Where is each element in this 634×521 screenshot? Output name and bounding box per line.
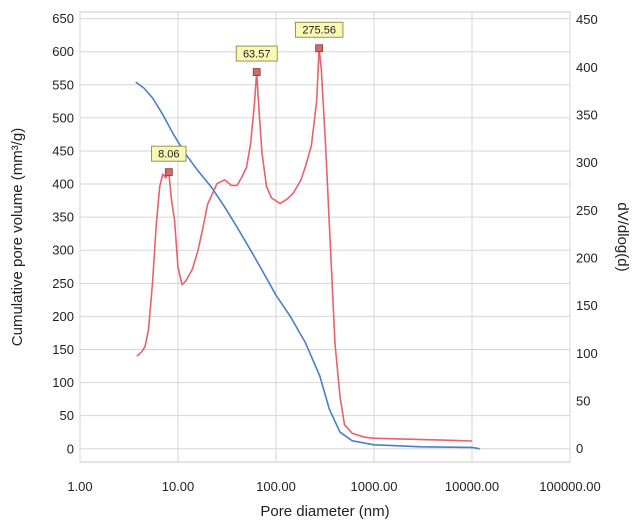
y-left-tick-label: 650 [52, 11, 74, 26]
peak-marker [315, 44, 324, 53]
y-left-tick-label: 250 [52, 276, 74, 291]
y-right-tick-label: 0 [576, 441, 583, 456]
y-left-tick-label: 100 [52, 375, 74, 390]
peak-marker [252, 68, 261, 76]
peak-annotations: 8.06 63.57 275.56 [151, 21, 344, 177]
series-group [135, 47, 480, 450]
y-right-tick-label: 300 [576, 155, 598, 170]
x-tick-label: 100.00 [256, 479, 296, 494]
peak-label: 63.57 [243, 49, 271, 61]
grid [79, 12, 571, 462]
y-left-tick-label: 200 [52, 309, 74, 324]
y-axis-right-ticks: 0 50 100 150 200 250 300 350 400 450 [576, 12, 598, 456]
x-axis-title: Pore diameter (nm) [260, 503, 389, 520]
y-right-tick-label: 100 [576, 346, 598, 361]
y-left-tick-label: 400 [52, 177, 74, 192]
x-tick-label: 1.00 [67, 479, 92, 494]
peak-label-box [294, 21, 344, 38]
series-line-right [136, 47, 473, 442]
y-left-tick-label: 550 [52, 77, 74, 92]
peak-marker [164, 168, 173, 177]
series-line-left [135, 81, 480, 450]
y-left-tick-label: 450 [52, 143, 74, 158]
y-right-tick-label: 350 [576, 107, 598, 122]
y-left-tick-label: 50 [60, 408, 74, 423]
y-right-tick-label: 200 [576, 250, 598, 265]
y-axis-left-ticks: 0 50 100 150 200 250 300 350 400 450 500 550 600 650 [52, 11, 74, 456]
y-right-tick-label: 400 [576, 60, 598, 75]
y-left-tick-label: 0 [67, 441, 74, 456]
y-left-tick-label: 500 [52, 110, 74, 125]
y-right-tick-label: 450 [576, 12, 598, 27]
peak-label: 8.06 [158, 149, 179, 161]
y-right-tick-label: 50 [576, 393, 590, 408]
y-axis-left-title: Cumulative pore volume (mm³/g) [9, 128, 26, 346]
x-tick-label: 10000.00 [445, 479, 499, 494]
peak-label-box [235, 45, 278, 62]
plot-area [79, 11, 571, 463]
peak-label-box [151, 145, 187, 162]
y-right-tick-label: 250 [576, 203, 598, 218]
y-left-tick-label: 600 [52, 44, 74, 59]
y-left-tick-label: 350 [52, 210, 74, 225]
y-right-tick-label: 150 [576, 298, 598, 313]
x-tick-label: 1000.00 [351, 479, 398, 494]
y-left-tick-label: 150 [52, 342, 74, 357]
y-left-tick-label: 300 [52, 243, 74, 258]
x-tick-label: 10.00 [162, 479, 195, 494]
y-axis-right-title: dV/dlog(d) [614, 202, 631, 271]
x-tick-label: 100000.00 [539, 479, 600, 494]
peak-label: 275.56 [302, 25, 336, 37]
x-axis-ticks: 1.00 10.00 100.00 1000.00 10000.00 100000.00 [67, 479, 600, 494]
